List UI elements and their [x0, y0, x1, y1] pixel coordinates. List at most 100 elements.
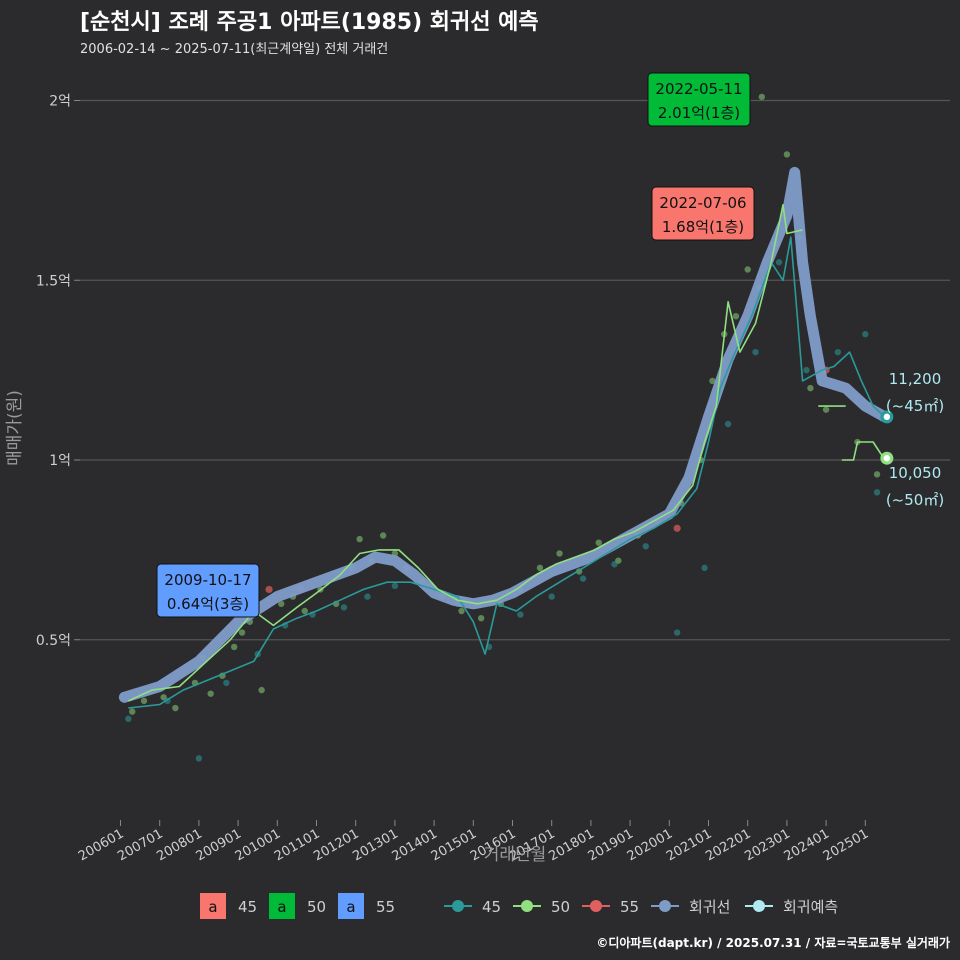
- forecast-point-center: [883, 413, 891, 421]
- forecast-value-label: 11,200: [889, 370, 942, 388]
- y-tick-label: 1.5억: [36, 273, 71, 289]
- legend-label-text: 45: [238, 898, 257, 916]
- x-axis-label: 거래년월: [484, 845, 547, 865]
- highlight-box: [651, 186, 755, 241]
- forecast-size-label: (~45㎡): [886, 397, 944, 415]
- data-point-45: [752, 348, 759, 356]
- credit-line: ©디아파트(dapt.kr) / 2025.07.31 / 자료=국토교통부 실…: [596, 936, 950, 950]
- data-point-50: [172, 704, 179, 712]
- series-line-50: [841, 441, 886, 461]
- data-point-50: [278, 600, 285, 607]
- data-point-50: [556, 550, 563, 557]
- legend-label-text: 50: [307, 898, 326, 916]
- data-point-45: [724, 420, 732, 428]
- x-axis-ticks: 2006012007012008012009012010012011012012…: [76, 820, 871, 864]
- data-point-50: [140, 697, 148, 705]
- highlight-box: [156, 563, 260, 618]
- y-axis-ticks: 0.5억 1억 1.5억 2억: [36, 94, 80, 649]
- data-point-55: [673, 524, 681, 532]
- y-tick-label: 2억: [49, 94, 71, 110]
- highlight-box: [647, 72, 751, 127]
- data-point-45: [125, 715, 132, 723]
- data-point-50: [822, 406, 830, 413]
- data-point-45: [642, 543, 649, 550]
- highlight-date: 2022-05-11: [655, 80, 742, 98]
- data-point-45: [873, 489, 881, 496]
- data-point-50: [783, 151, 791, 158]
- data-point-50: [477, 614, 485, 622]
- data-point-50: [356, 535, 363, 543]
- data-point-45: [517, 611, 524, 618]
- data-point-50: [536, 564, 544, 572]
- highlight-date: 2022-07-06: [659, 194, 746, 212]
- legend-line-text: 회귀예측: [783, 898, 838, 916]
- legend-line-text: 55: [620, 898, 639, 916]
- legend-label-key-text: a: [277, 898, 286, 916]
- highlight-date: 2009-10-17: [164, 571, 251, 589]
- data-point-50: [758, 93, 766, 101]
- highlight-price: 0.64억(3층): [167, 595, 249, 613]
- data-point-55: [265, 585, 273, 594]
- x-tick-label: 202501: [821, 826, 871, 864]
- legend-line-text: 회귀선: [689, 898, 730, 916]
- series-lines: [127, 204, 886, 709]
- data-point-50: [458, 607, 465, 615]
- data-point-50: [744, 266, 751, 273]
- data-point-45: [391, 582, 399, 590]
- legend-line-dot: [659, 900, 671, 912]
- highlight-price: 1.68억(1층): [662, 218, 744, 236]
- data-point-45: [611, 561, 618, 568]
- data-point-45: [579, 575, 587, 582]
- legend-label-key: [269, 893, 295, 919]
- data-point-50: [595, 539, 602, 546]
- legend-line-dot: [753, 900, 765, 912]
- legend-line-text: 50: [551, 898, 570, 916]
- regression-line: [118, 166, 891, 703]
- forecast-size-label: (~50㎡): [886, 491, 944, 509]
- data-point-45: [548, 593, 555, 600]
- regression-path: [118, 166, 891, 703]
- legend-label-text: 55: [376, 898, 395, 916]
- page-subtitle: 2006-02-14 ~ 2025-07-11(최근계약일) 전체 거래건: [80, 42, 389, 57]
- data-point-45: [701, 564, 708, 572]
- data-point-50: [129, 708, 136, 715]
- data-point-50: [258, 686, 265, 694]
- legend: a 45 a 50 a 55 45 50 55 회귀선 회귀예측: [200, 893, 838, 919]
- highlight-price: 2.01억(1층): [658, 104, 740, 122]
- forecast-value-label: 10,050: [889, 464, 942, 482]
- legend-line-text: 45: [482, 898, 501, 916]
- legend-line-dot: [452, 900, 464, 912]
- legend-label-key-text: a: [208, 898, 217, 916]
- data-point-45: [673, 629, 681, 636]
- y-axis-label: 매매가(원): [5, 390, 25, 466]
- scatter-points: [125, 93, 881, 762]
- y-tick-label: 0.5억: [36, 633, 71, 649]
- data-point-45: [775, 259, 783, 266]
- forecast-point-center: [883, 455, 891, 462]
- data-point-45: [195, 755, 203, 762]
- data-point-50: [301, 607, 308, 615]
- data-point-45: [340, 604, 348, 611]
- data-point-50: [238, 629, 246, 636]
- page-title: [순천시] 조례 주공1 아파트(1985) 회귀선 예측: [80, 10, 539, 35]
- legend-label-key: [338, 893, 364, 919]
- data-point-50: [732, 313, 740, 320]
- y-tick-label: 1억: [49, 453, 71, 469]
- data-point-45: [223, 679, 230, 687]
- highlight-labels: 2022-05-11 2.01억(1층) 2022-07-06 1.68억(1층) 20…: [156, 72, 755, 618]
- series-line-50: [127, 204, 803, 702]
- forecast-points: 11,200 (~45㎡) 10,050 (~50㎡): [880, 370, 944, 509]
- legend-label-key: [200, 893, 226, 919]
- data-point-45: [364, 593, 371, 600]
- legend-label-key-text: a: [346, 898, 355, 916]
- data-point-45: [834, 348, 842, 356]
- series-line-45: [128, 236, 886, 709]
- legend-line-dot: [521, 900, 533, 912]
- data-point-50: [807, 384, 814, 392]
- data-point-50: [873, 471, 881, 478]
- data-point-50: [379, 532, 387, 539]
- data-point-50: [230, 643, 238, 651]
- data-point-45: [862, 330, 869, 338]
- data-point-50: [709, 377, 716, 385]
